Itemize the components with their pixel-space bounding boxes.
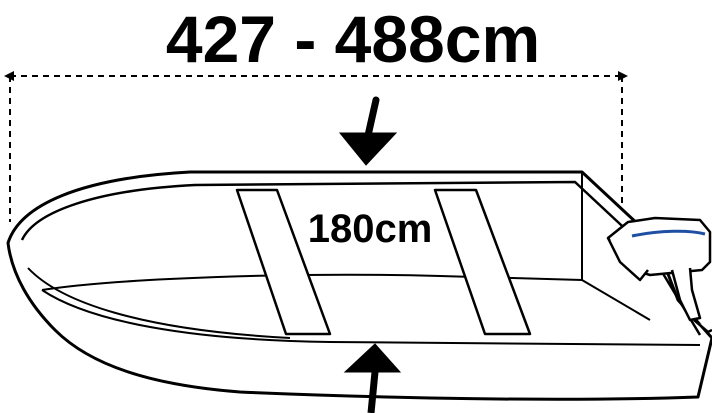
front-seat: [235, 188, 332, 336]
boat-seats: [235, 188, 532, 336]
length-dimension-line: [9, 75, 623, 225]
arrow-up-icon: [343, 343, 402, 413]
arrow-down-icon: [338, 96, 398, 166]
motor-accent-stripe: [631, 229, 706, 238]
length-label: 427 - 488cm: [166, 2, 540, 76]
beam-label: 180cm: [308, 207, 433, 251]
length-dimension-arrowheads: [4, 71, 628, 81]
boat-hull-icon: [6, 170, 712, 401]
rear-seat: [433, 188, 532, 336]
